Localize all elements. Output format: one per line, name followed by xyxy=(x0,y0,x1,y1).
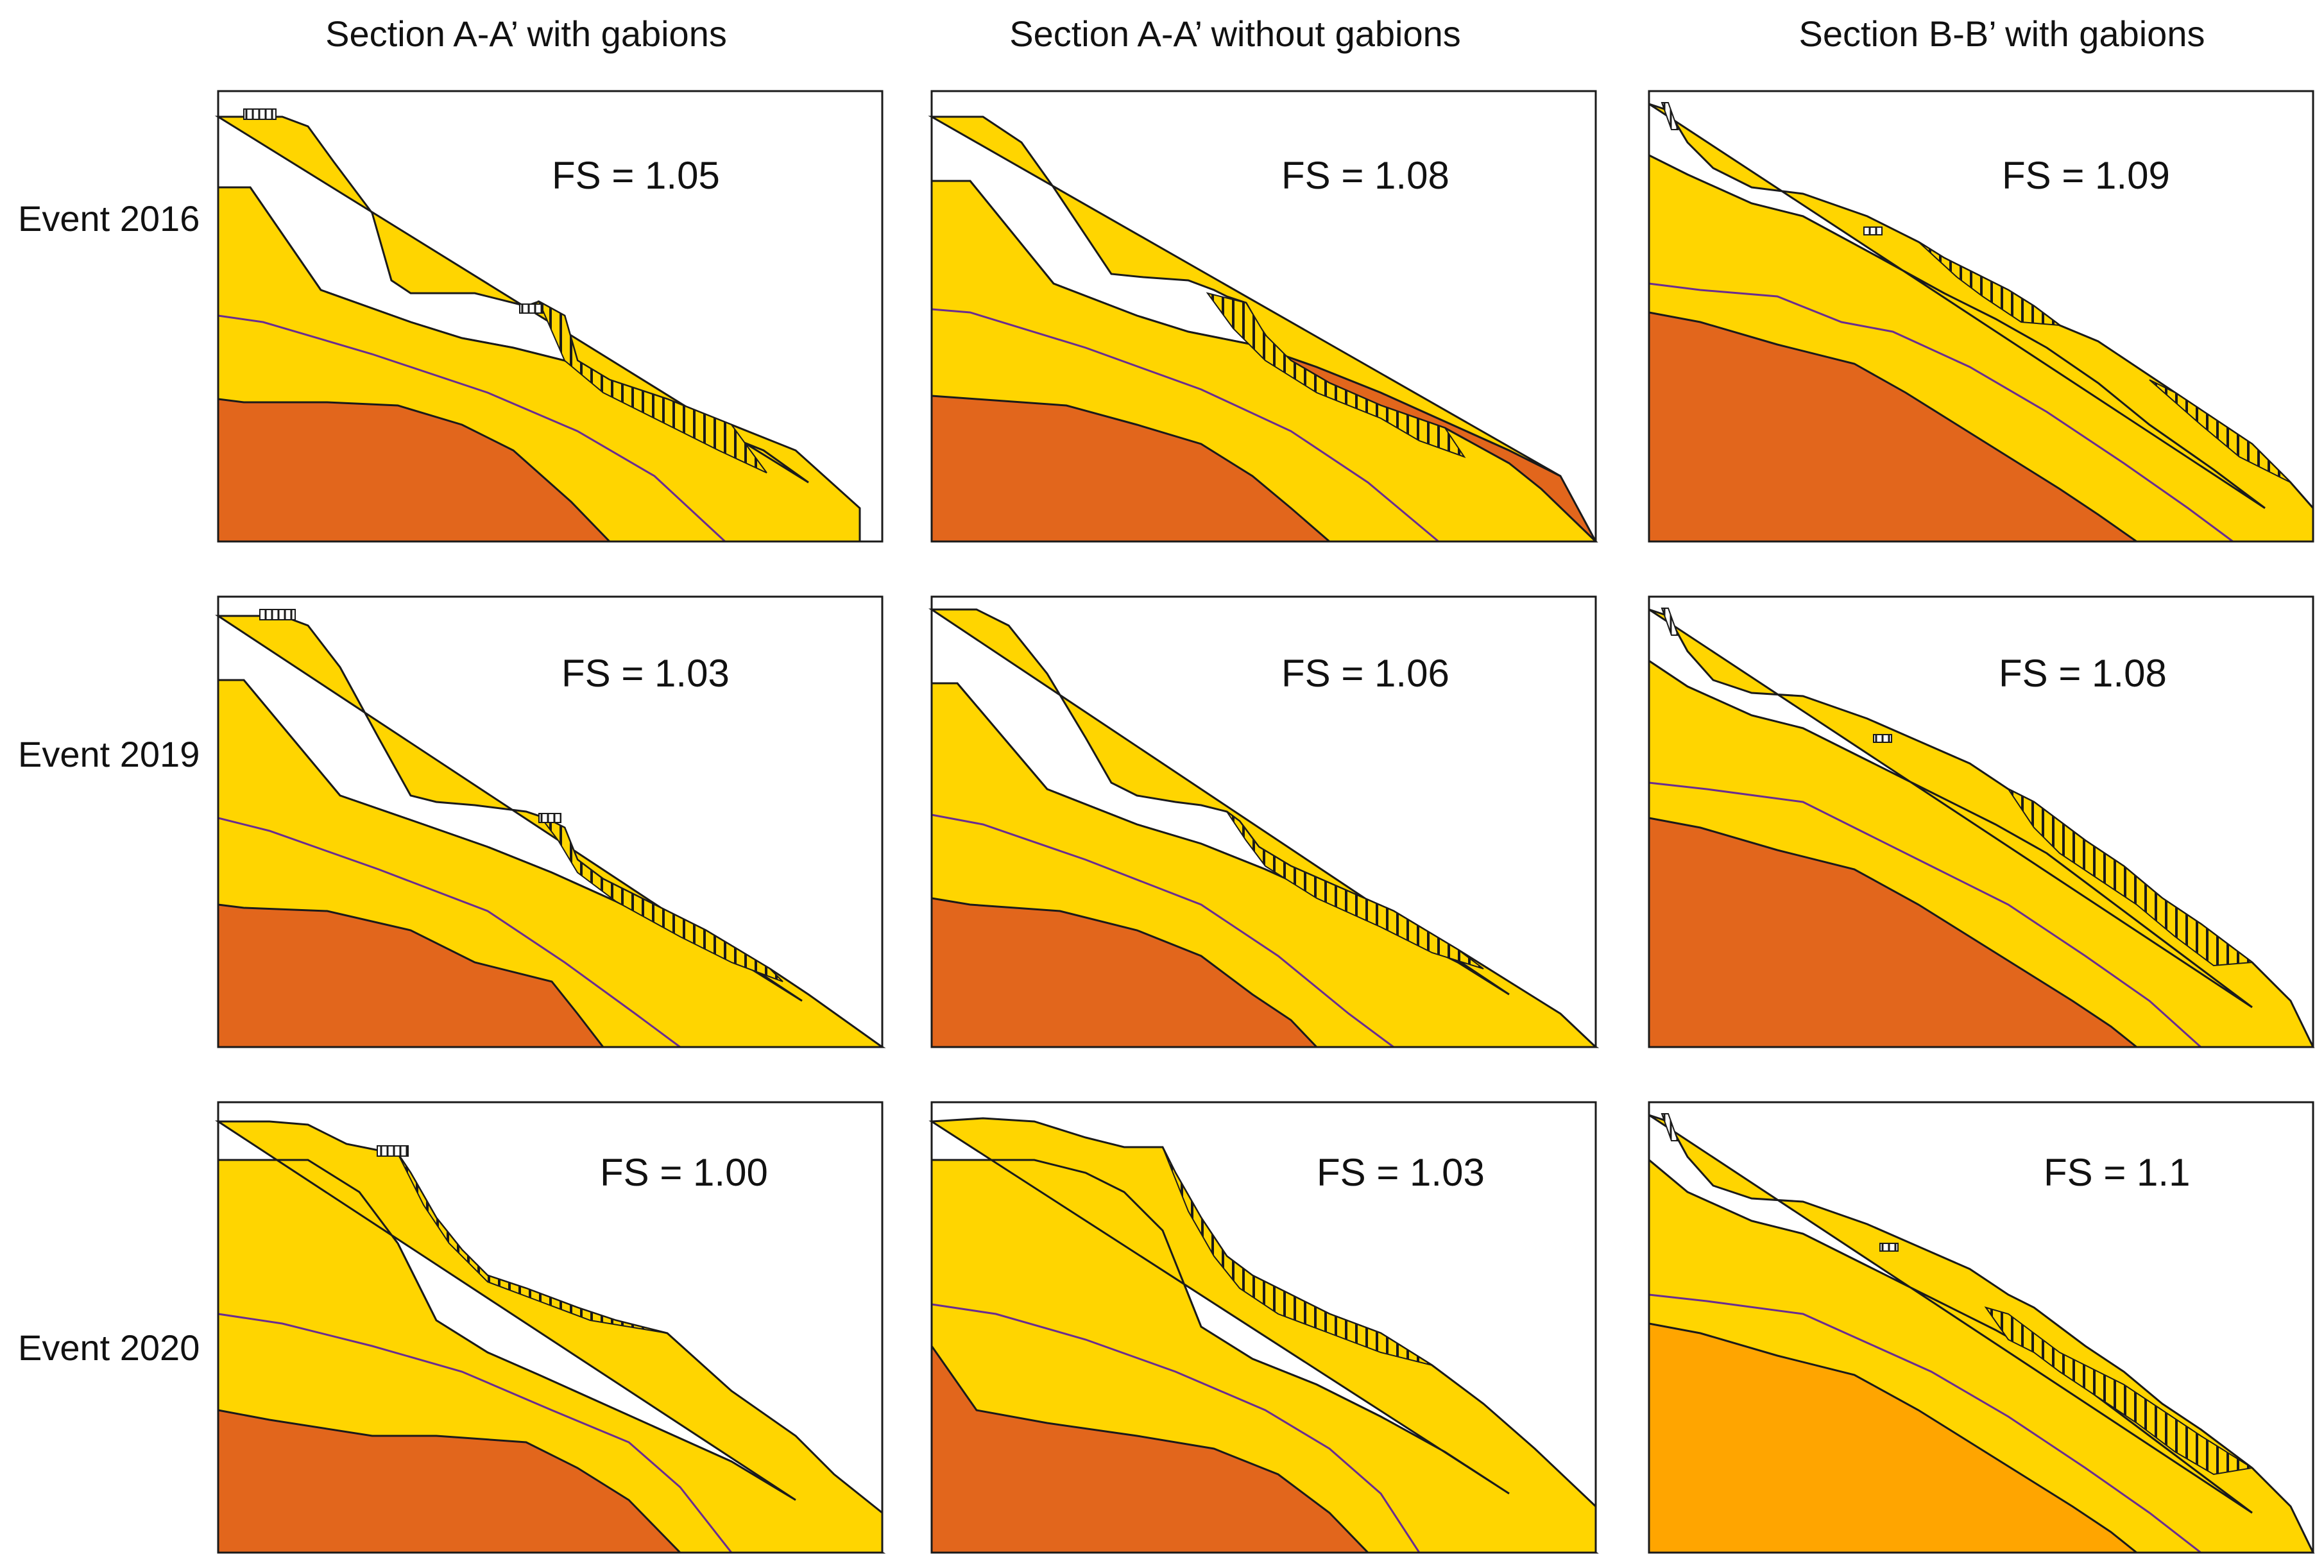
panel-2016-b-with-gabions: FS = 1.09 xyxy=(1648,90,2314,543)
gabion-top xyxy=(1661,102,1679,130)
fs-value: FS = 1.08 xyxy=(1999,652,2167,695)
hatched-zone xyxy=(537,300,767,473)
row-label-2020: Event 2020 xyxy=(18,1327,200,1368)
row-label-2016: Event 2016 xyxy=(18,198,200,239)
fs-value: FS = 1.1 xyxy=(2044,1151,2190,1194)
panel-2016-a-with-gabions: FS = 1.05 xyxy=(214,90,884,543)
row-label-2019: Event 2019 xyxy=(18,734,200,774)
column-title-a-with: Section A-A’ with gabions xyxy=(325,13,727,54)
panel-2016-a-without-gabions: FS = 1.08 xyxy=(928,90,1598,543)
panel-2020-a-with-gabions: FS = 1.00 xyxy=(214,1101,886,1554)
gabion-mid xyxy=(1863,226,1883,235)
fs-value: FS = 1.06 xyxy=(1281,652,1449,695)
column-title-a-without: Section A-A’ without gabions xyxy=(1009,13,1461,54)
panel-2019-a-without-gabions: FS = 1.06 xyxy=(928,595,1600,1048)
fs-value: FS = 1.09 xyxy=(2002,154,2170,197)
fs-value: FS = 1.08 xyxy=(1281,154,1449,197)
fs-value: FS = 1.03 xyxy=(1317,1151,1485,1194)
interface-line xyxy=(218,314,726,543)
fs-value: FS = 1.03 xyxy=(561,652,730,695)
gabion-mid xyxy=(519,303,543,314)
panel-2019-a-with-gabions: FS = 1.03 xyxy=(215,595,886,1048)
panel-2020-b-with-gabions: FS = 1.1 xyxy=(1648,1101,2315,1554)
fs-value: FS = 1.05 xyxy=(552,154,720,197)
panel-2020-a-without-gabions: FS = 1.03 xyxy=(928,1101,1599,1554)
gabion-top xyxy=(243,108,277,120)
column-title-b-with: Section B-B’ with gabions xyxy=(1799,13,2205,54)
panel-2019-b-with-gabions: FS = 1.08 xyxy=(1648,595,2315,1048)
fs-value: FS = 1.00 xyxy=(600,1151,768,1194)
